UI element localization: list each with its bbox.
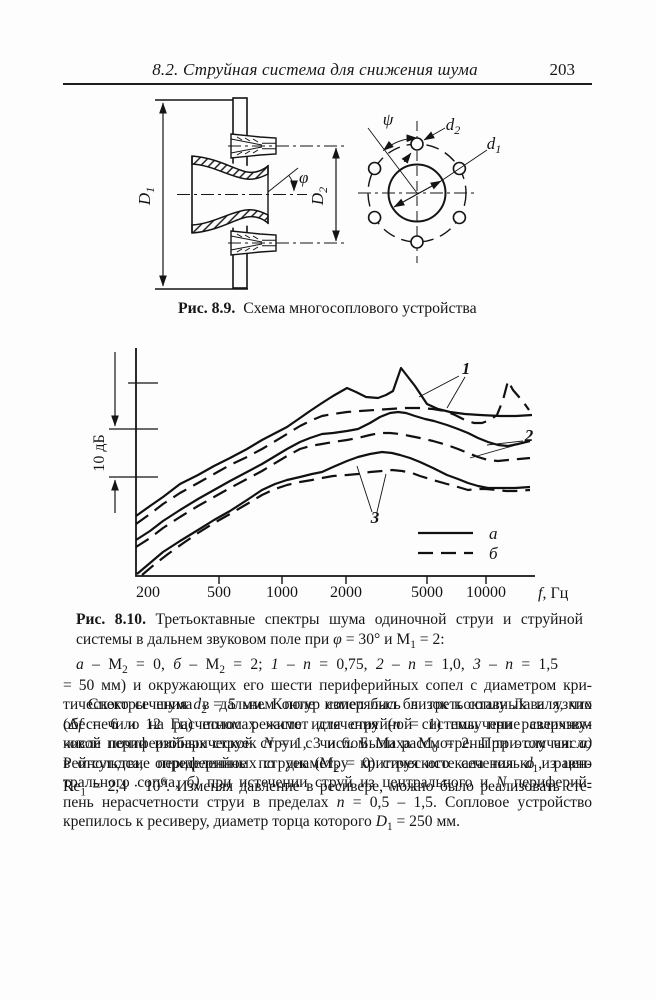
phi-ray	[267, 167, 299, 193]
spectrum-curve-2a	[135, 410, 531, 541]
spectrum-curve-1b	[135, 379, 530, 525]
dim-D1-label: D1	[135, 187, 157, 206]
psi-label: ψ	[383, 110, 394, 129]
x-tick-label: 200	[136, 584, 160, 601]
x-tick-label: 1000	[266, 584, 298, 601]
figure-8-10-chart: 10 дБ 200 500 1000 2000 5000 10000 f, Гц 123 …	[91, 348, 569, 602]
dim-D2-label: D2	[308, 187, 330, 206]
psi-arc	[382, 134, 418, 151]
page-number: 203	[549, 60, 576, 79]
text-line: обеспечило на расчетном режиме истечения…	[63, 715, 592, 733]
legend-label-a: а	[489, 524, 498, 543]
curve-leader-lines	[356, 375, 524, 513]
spectra-curves	[135, 366, 533, 576]
chart-legend: а б	[418, 524, 498, 563]
text-line: пень нерасчетности струи в пределах n = …	[63, 793, 592, 811]
y-axis-scale-label: 10 дБ	[91, 434, 108, 471]
peripheral-nozzle	[230, 133, 277, 159]
text-line: трального сопла, б) при истечении струй …	[63, 774, 592, 792]
spectrum-curve-3a	[136, 450, 531, 575]
curve-number-labels: 1 2 3	[370, 359, 534, 527]
text-line: тического сечения d2 = 5 мм. Контур сопе…	[63, 696, 593, 717]
x-axis-ticks: 200 500 1000 2000 5000 10000	[136, 576, 506, 601]
caption-line: системы в дальнем звуковом поле при φ = …	[76, 631, 445, 652]
d1-diameter-arrow	[393, 180, 442, 208]
curve-label-2: 2	[524, 426, 534, 445]
y-axis-ticks	[109, 382, 158, 478]
text-line: числе периферийных струек N = 1, 3 и 6. …	[63, 735, 593, 753]
paragraph-2: Спектры шума в дальнем поле измерялись в…	[63, 695, 592, 791]
legend-label-b: б	[489, 544, 498, 563]
side-view: D1 φ D2	[135, 97, 344, 290]
header-rule	[63, 83, 592, 85]
text-line: Re1 = 2,4 · 106. Изменяя давление в реси…	[63, 776, 593, 799]
text-line: (Δf = 6 и 12 Гц) полосах частот для стру…	[63, 715, 592, 733]
phi-arc	[288, 175, 298, 192]
figure-8-9-caption: Рис. 8.9. Схема многосоплового устройств…	[178, 300, 477, 317]
figure-8-10-caption: Рис. 8.10. Третьоктавные спектры шума од…	[76, 610, 583, 680]
d2-label: d2	[446, 115, 461, 137]
curve-label-1: 1	[462, 359, 471, 378]
text-line: в отсутствие периферийных струек (М2 = 0…	[63, 754, 592, 775]
caption-line: а – М2 = 0, б – М2 = 2; 1 – n = 0,75, 2 …	[76, 656, 559, 677]
psi-ray	[367, 127, 418, 194]
section-header: 8.2. Струйная система для снижения шума	[152, 60, 478, 79]
body-text: = 50 мм) и окружающих его шести перифери…	[63, 676, 592, 833]
d1-leader	[440, 149, 488, 182]
spectrum-curve-1a	[135, 366, 533, 517]
text-line: Рейнольдса, определенное по диаметру кри…	[63, 754, 592, 775]
x-tick-label: 5000	[411, 584, 443, 601]
paragraph-1: = 50 мм) и окружающих его шести перифери…	[63, 676, 592, 833]
d1-label: d1	[487, 134, 502, 156]
curve-label-3: 3	[370, 508, 380, 527]
figure-8-9-schematic: D1 φ D2	[135, 97, 501, 290]
x-tick-label: 10000	[466, 584, 506, 601]
chart-axes	[135, 348, 535, 577]
text-line: ковой почти изобарической струи с числом…	[63, 735, 592, 756]
x-tick-label: 500	[207, 584, 231, 601]
x-axis-unit-label: f, Гц	[538, 585, 569, 602]
d2-leader	[423, 127, 446, 141]
text-line: = 50 мм) и окружающих его шести перифери…	[63, 677, 592, 694]
x-tick-label: 2000	[330, 584, 362, 601]
central-nozzle-circle	[387, 163, 447, 223]
caption-line: Рис. 8.10. Третьоктавные спектры шума од…	[76, 611, 583, 628]
text-line: крепилось к ресиверу, диаметр торца кото…	[63, 813, 461, 834]
phi-label: φ	[299, 168, 308, 187]
spectrum-curve-3b	[141, 468, 531, 576]
text-line: Спектры шума в дальнем поле измерялись в…	[88, 696, 592, 714]
front-view: ψ d2 d1	[358, 110, 501, 263]
